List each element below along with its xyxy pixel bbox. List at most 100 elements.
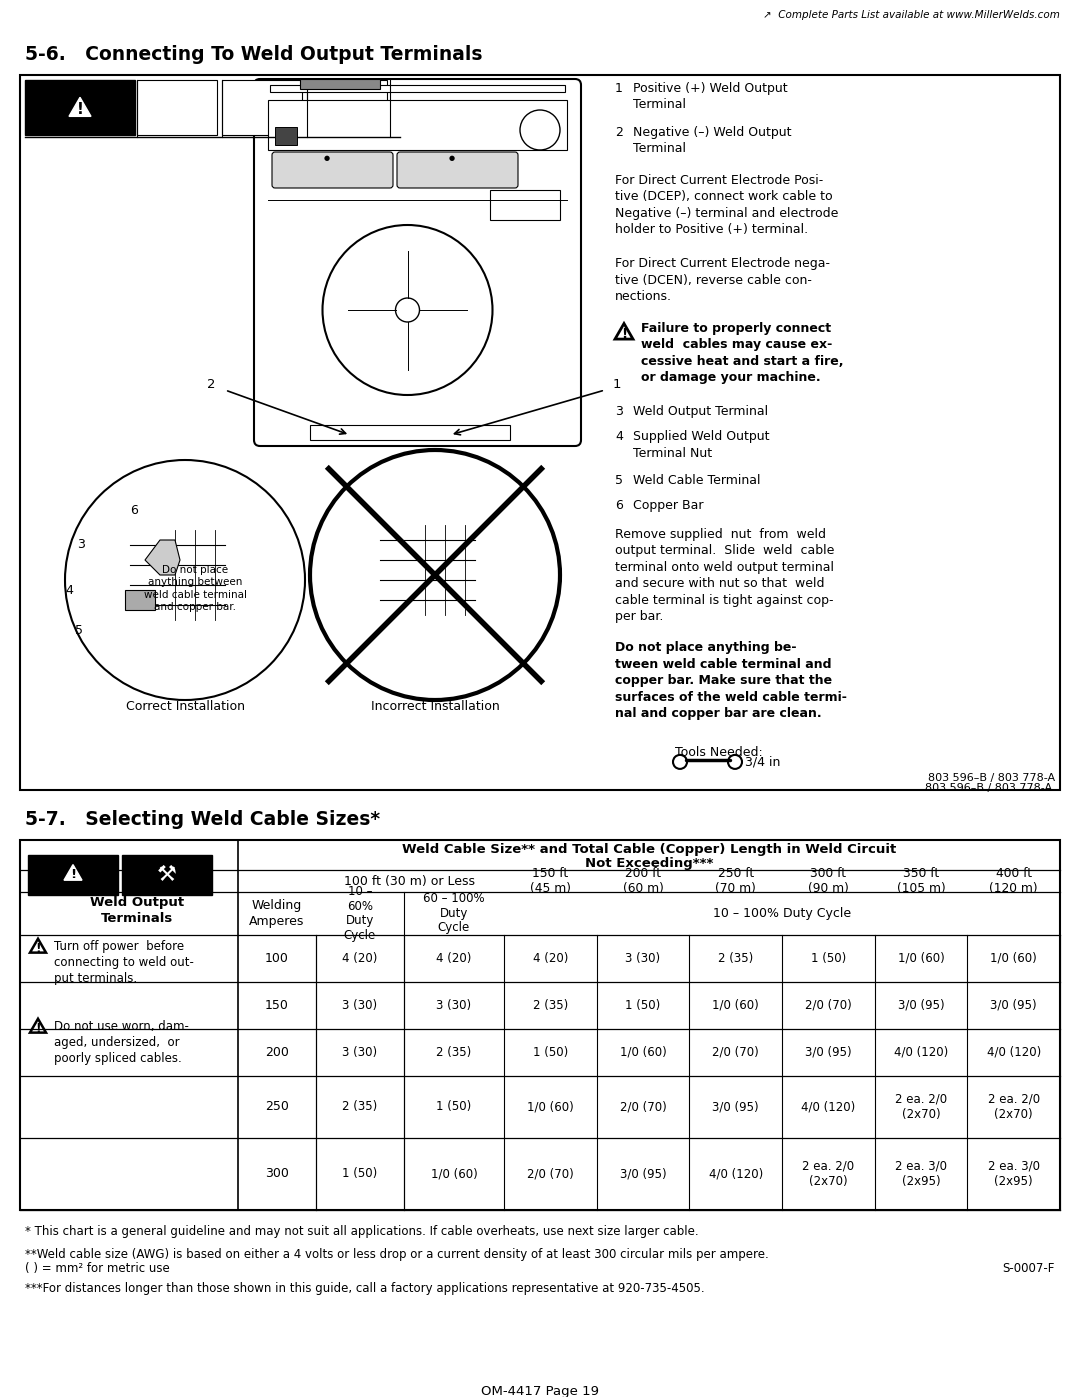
Text: 5: 5 (615, 474, 623, 488)
Text: 3 (30): 3 (30) (342, 1046, 378, 1059)
Text: 1 (50): 1 (50) (625, 999, 661, 1011)
Text: S-0007-F: S-0007-F (1002, 1261, 1055, 1275)
Text: 2 (35): 2 (35) (718, 951, 753, 965)
Text: 3/0 (95): 3/0 (95) (897, 999, 944, 1011)
Text: 1/0 (60): 1/0 (60) (431, 1168, 477, 1180)
Text: 2 (35): 2 (35) (532, 999, 568, 1011)
Text: 400 ft
(120 m): 400 ft (120 m) (989, 868, 1038, 895)
Text: 200 ft
(60 m): 200 ft (60 m) (622, 868, 663, 895)
Text: 1 (50): 1 (50) (811, 951, 846, 965)
Text: 3 (30): 3 (30) (342, 999, 378, 1011)
Polygon shape (145, 541, 180, 576)
Text: 300: 300 (265, 1168, 289, 1180)
Text: Weld Output
Terminals: Weld Output Terminals (90, 895, 184, 925)
Text: Weld Output Terminal: Weld Output Terminal (633, 405, 768, 419)
Bar (300, 80, 380, 89)
Text: 200: 200 (265, 1046, 289, 1059)
Bar (490, 190, 561, 219)
Text: OM-4417 Page 19: OM-4417 Page 19 (481, 1384, 599, 1397)
Text: 2 ea. 3/0
(2x95): 2 ea. 3/0 (2x95) (988, 1160, 1040, 1187)
Text: 1/0 (60): 1/0 (60) (897, 951, 944, 965)
FancyBboxPatch shape (272, 152, 393, 189)
Bar (222, 80, 302, 136)
Text: 2/0 (70): 2/0 (70) (527, 1168, 573, 1180)
Text: 300 ft
(90 m): 300 ft (90 m) (808, 868, 849, 895)
Text: ***For distances longer than those shown in this guide, call a factory applicati: ***For distances longer than those shown… (25, 1282, 704, 1295)
Bar (28, 855, 118, 895)
Text: 1/0 (60): 1/0 (60) (527, 1099, 573, 1113)
Bar (25, 80, 135, 136)
Text: 2 ea. 2/0
(2x70): 2 ea. 2/0 (2x70) (895, 1092, 947, 1120)
Text: 2: 2 (206, 379, 215, 391)
Text: 5-6.   Connecting To Weld Output Terminals: 5-6. Connecting To Weld Output Terminals (25, 45, 483, 64)
Text: 4: 4 (615, 430, 623, 443)
Text: Copper Bar: Copper Bar (633, 499, 703, 513)
Text: Turn off power  before
connecting to weld out-
put terminals.: Turn off power before connecting to weld… (54, 940, 194, 985)
Text: 100 ft (30 m) or Less: 100 ft (30 m) or Less (345, 875, 475, 887)
Bar (268, 101, 567, 149)
Text: 2: 2 (615, 126, 623, 138)
Text: Correct Installation: Correct Installation (125, 700, 244, 712)
Text: 4 (20): 4 (20) (342, 951, 378, 965)
Text: 1/0 (60): 1/0 (60) (620, 1046, 666, 1059)
Text: 4/0 (120): 4/0 (120) (801, 1099, 855, 1113)
Text: Tools Needed:: Tools Needed: (675, 746, 762, 759)
Text: Supplied Weld Output
Terminal Nut: Supplied Weld Output Terminal Nut (633, 430, 769, 460)
Bar (21, 75, 1059, 789)
Text: 2/0 (70): 2/0 (70) (805, 999, 852, 1011)
Text: 1 (50): 1 (50) (436, 1099, 472, 1113)
Bar (307, 80, 387, 136)
Text: 1/0 (60): 1/0 (60) (713, 999, 759, 1011)
Text: 2 (35): 2 (35) (342, 1099, 378, 1113)
Text: 100: 100 (265, 951, 289, 965)
Bar (125, 590, 156, 610)
Text: 4/0 (120): 4/0 (120) (894, 1046, 948, 1059)
Text: 2 ea. 3/0
(2x95): 2 ea. 3/0 (2x95) (895, 1160, 947, 1187)
Text: 4: 4 (65, 584, 72, 597)
Text: 3 (30): 3 (30) (625, 951, 661, 965)
Text: 150 ft
(45 m): 150 ft (45 m) (530, 868, 571, 895)
Text: 1 (50): 1 (50) (532, 1046, 568, 1059)
Text: 3/0 (95): 3/0 (95) (713, 1099, 759, 1113)
Text: Positive (+) Weld Output
Terminal: Positive (+) Weld Output Terminal (633, 82, 787, 112)
Text: **Weld cable size (AWG) is based on either a 4 volts or less drop or a current d: **Weld cable size (AWG) is based on eith… (25, 1248, 769, 1261)
Text: Incorrect Installation: Incorrect Installation (370, 700, 499, 712)
FancyBboxPatch shape (254, 80, 581, 446)
Text: 2 ea. 2/0
(2x70): 2 ea. 2/0 (2x70) (987, 1092, 1040, 1120)
Circle shape (65, 460, 305, 700)
Bar (137, 80, 217, 136)
Text: Not Exceeding***: Not Exceeding*** (584, 858, 713, 870)
FancyBboxPatch shape (397, 152, 518, 189)
Text: 3/0 (95): 3/0 (95) (990, 999, 1037, 1011)
Text: 3/0 (95): 3/0 (95) (805, 1046, 852, 1059)
Text: 2/0 (70): 2/0 (70) (713, 1046, 759, 1059)
Text: Do not place
anything between
weld cable terminal
and copper bar.: Do not place anything between weld cable… (144, 564, 246, 612)
Text: 4 (20): 4 (20) (436, 951, 472, 965)
Text: * This chart is a general guideline and may not suit all applications. If cable : * This chart is a general guideline and … (25, 1225, 699, 1238)
Text: !: ! (621, 327, 627, 341)
Text: Negative (–) Weld Output
Terminal: Negative (–) Weld Output Terminal (633, 126, 792, 155)
Text: 150: 150 (265, 999, 289, 1011)
Text: 3: 3 (77, 538, 85, 552)
Text: For Direct Current Electrode Posi-
tive (DCEP), connect work cable to
Negative (: For Direct Current Electrode Posi- tive … (615, 173, 838, 236)
Bar (310, 425, 510, 440)
Text: 2/0 (70): 2/0 (70) (620, 1099, 666, 1113)
Text: 5-7.   Selecting Weld Cable Sizes*: 5-7. Selecting Weld Cable Sizes* (25, 810, 380, 828)
Text: 250 ft
(70 m): 250 ft (70 m) (715, 868, 756, 895)
Text: Do not place anything be-
tween weld cable terminal and
copper bar. Make sure th: Do not place anything be- tween weld cab… (615, 641, 847, 721)
Text: ↗  Complete Parts List available at www.MillerWelds.com: ↗ Complete Parts List available at www.M… (764, 10, 1059, 20)
Text: 1: 1 (615, 82, 623, 95)
Text: !: ! (36, 1021, 41, 1035)
Text: Welding
Amperes: Welding Amperes (249, 900, 305, 928)
Text: 1: 1 (613, 379, 621, 391)
Text: 2 ea. 2/0
(2x70): 2 ea. 2/0 (2x70) (802, 1160, 854, 1187)
Text: For Direct Current Electrode nega-
tive (DCEN), reverse cable con-
nections.: For Direct Current Electrode nega- tive … (615, 257, 831, 303)
Text: ●: ● (449, 155, 455, 161)
Text: 6: 6 (615, 499, 623, 513)
Bar (270, 85, 565, 92)
Text: 3: 3 (615, 405, 623, 419)
Text: !: ! (36, 942, 41, 954)
Circle shape (310, 450, 561, 700)
Text: 803 596–B / 803 778-A: 803 596–B / 803 778-A (928, 773, 1055, 782)
Text: 60 – 100%
Duty
Cycle: 60 – 100% Duty Cycle (423, 893, 485, 935)
